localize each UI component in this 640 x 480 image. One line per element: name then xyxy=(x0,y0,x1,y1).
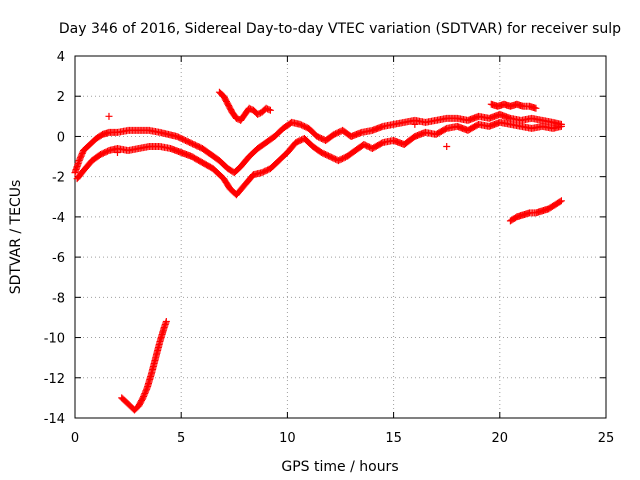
y-tick-label: -8 xyxy=(52,291,65,306)
y-tick-label: -12 xyxy=(44,372,65,387)
y-tick-label: 0 xyxy=(57,130,65,145)
y-axis-label: SDTVAR / TECUs xyxy=(8,180,24,295)
x-tick-label: 15 xyxy=(385,431,402,446)
data-point xyxy=(557,197,565,205)
data-point xyxy=(113,149,121,157)
x-tick-label: 0 xyxy=(71,431,79,446)
data-point-fill xyxy=(265,106,273,114)
data-point xyxy=(162,317,170,325)
y-tick-label: 2 xyxy=(57,90,65,105)
plot-frame xyxy=(74,55,607,419)
x-tick-label: 10 xyxy=(279,431,296,446)
y-tick-label: -4 xyxy=(52,211,65,226)
data-point xyxy=(105,112,113,120)
y-tick-label: -6 xyxy=(52,251,65,266)
data-points xyxy=(71,88,565,414)
data-point xyxy=(411,120,419,128)
x-tick-label: 5 xyxy=(177,431,185,446)
data-point xyxy=(532,104,540,112)
data-point xyxy=(557,122,565,130)
y-tick-label: -14 xyxy=(44,412,65,427)
x-tick-label: 20 xyxy=(492,431,509,446)
axis-ticks: 0 5 10 15 20 25 -14 -12 -10 -8 -6 -4 -2 0 2 4 xyxy=(44,50,615,446)
data-point xyxy=(443,143,451,150)
x-tick-label: 25 xyxy=(598,431,615,446)
y-tick-label: -10 xyxy=(44,332,65,347)
data-point-fill xyxy=(556,198,564,206)
chart-title: Day 346 of 2016, Sidereal Day-to-day VTE… xyxy=(59,21,621,37)
x-axis-label: GPS time / hours xyxy=(281,459,398,475)
data-point xyxy=(266,106,274,114)
y-tick-label: 4 xyxy=(57,50,65,65)
y-tick-label: -2 xyxy=(52,171,65,186)
